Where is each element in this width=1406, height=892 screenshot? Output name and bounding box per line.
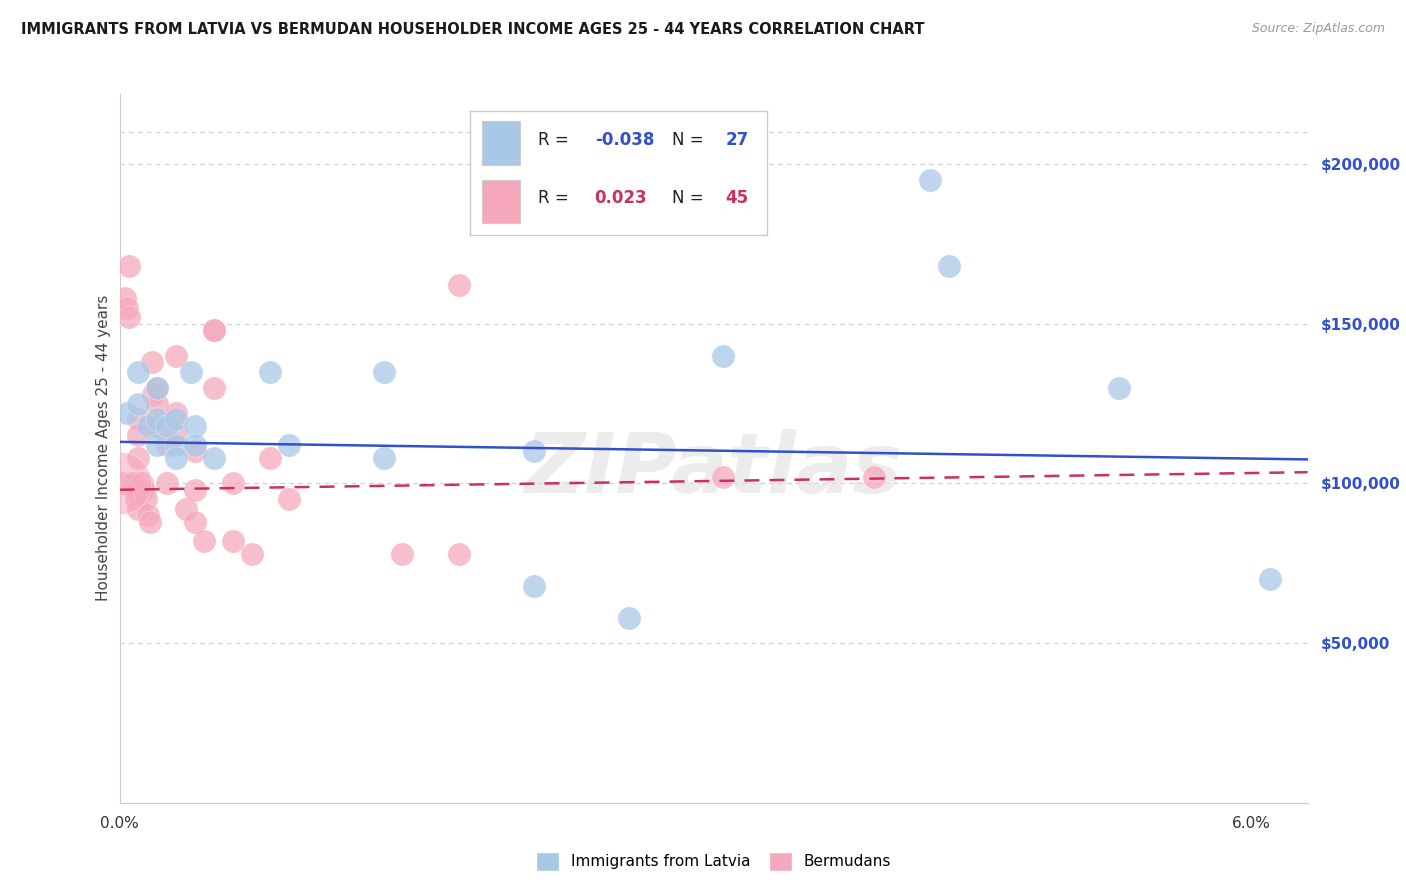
Point xyxy=(240,547,263,561)
Point xyxy=(373,365,395,379)
Point xyxy=(118,310,141,325)
Point xyxy=(127,502,149,516)
Point xyxy=(146,380,169,394)
Point xyxy=(617,610,640,624)
Point xyxy=(165,450,187,465)
Point xyxy=(184,438,207,452)
Text: IMMIGRANTS FROM LATVIA VS BERMUDAN HOUSEHOLDER INCOME AGES 25 - 44 YEARS CORRELA: IMMIGRANTS FROM LATVIA VS BERMUDAN HOUSE… xyxy=(21,22,925,37)
Legend: Immigrants from Latvia, Bermudans: Immigrants from Latvia, Bermudans xyxy=(530,846,897,877)
Point xyxy=(174,502,197,516)
Point xyxy=(131,476,153,491)
Point xyxy=(391,547,413,561)
Point xyxy=(127,412,149,426)
Point xyxy=(146,396,169,410)
Point xyxy=(115,406,138,420)
Point xyxy=(165,438,187,452)
Point xyxy=(136,508,159,523)
Point xyxy=(920,173,942,187)
Point xyxy=(278,492,301,507)
Point xyxy=(1258,572,1281,586)
Point xyxy=(127,365,149,379)
Point xyxy=(165,406,187,420)
Point xyxy=(193,533,215,548)
Point xyxy=(135,492,157,507)
Point xyxy=(202,323,225,337)
Point xyxy=(202,380,225,394)
Point xyxy=(118,259,141,273)
Point xyxy=(111,476,134,491)
Point xyxy=(938,259,960,273)
Y-axis label: Householder Income Ages 25 - 44 years: Householder Income Ages 25 - 44 years xyxy=(96,295,111,601)
Point xyxy=(156,476,179,491)
Point xyxy=(711,349,734,363)
Point xyxy=(165,428,187,442)
Point xyxy=(1108,380,1130,394)
Point xyxy=(115,301,138,315)
Point xyxy=(156,418,179,433)
Point xyxy=(136,418,159,433)
Point xyxy=(146,418,169,433)
Point xyxy=(146,412,169,426)
Point xyxy=(184,483,207,497)
Point xyxy=(156,438,179,452)
Point xyxy=(447,547,470,561)
Text: Source: ZipAtlas.com: Source: ZipAtlas.com xyxy=(1251,22,1385,36)
Text: ZIPatlas: ZIPatlas xyxy=(524,429,903,510)
Point xyxy=(180,365,202,379)
Point xyxy=(278,438,301,452)
Point xyxy=(221,476,243,491)
Point xyxy=(125,492,148,507)
Point xyxy=(259,365,281,379)
Point xyxy=(121,476,143,491)
Point xyxy=(132,483,155,497)
Point xyxy=(221,533,243,548)
Point xyxy=(202,450,225,465)
Point xyxy=(863,470,886,484)
Point xyxy=(127,428,149,442)
Point xyxy=(711,470,734,484)
Point xyxy=(114,291,136,305)
Point xyxy=(127,396,149,410)
Point xyxy=(523,444,546,458)
Point xyxy=(184,444,207,458)
Point xyxy=(142,387,165,401)
Point xyxy=(447,278,470,293)
Point xyxy=(523,578,546,592)
Point xyxy=(373,450,395,465)
Point xyxy=(110,476,132,491)
Point xyxy=(259,450,281,465)
Point xyxy=(124,483,146,497)
Point xyxy=(165,412,187,426)
Point xyxy=(127,450,149,465)
Point xyxy=(146,438,169,452)
Point xyxy=(165,349,187,363)
Point xyxy=(184,418,207,433)
Point xyxy=(141,355,163,369)
Point xyxy=(184,515,207,529)
Point xyxy=(146,380,169,394)
Point xyxy=(138,515,160,529)
Point xyxy=(202,323,225,337)
